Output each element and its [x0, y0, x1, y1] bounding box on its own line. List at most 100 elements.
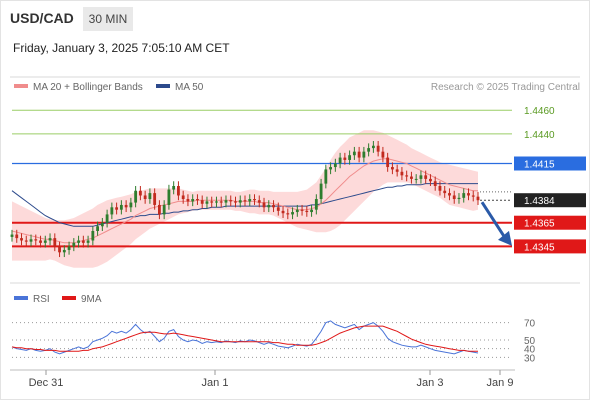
x-tick-label: Dec 31 — [29, 377, 64, 389]
candle-body — [419, 175, 423, 179]
candle-body — [438, 186, 442, 191]
candle-body — [210, 201, 214, 203]
rsi-tick-label: 50 — [524, 336, 536, 347]
candle-body — [376, 145, 380, 152]
candle-body — [362, 151, 366, 158]
price-levels — [12, 109, 512, 248]
x-axis: Dec 31 Jan 1 Jan 3 Jan 9 — [29, 370, 513, 389]
candle-body — [424, 175, 428, 179]
candle-body — [143, 195, 147, 200]
candle-body — [371, 145, 375, 149]
copyright-credit: Research © 2025 Trading Central — [431, 82, 580, 93]
candle-body — [177, 186, 180, 196]
candle-body — [124, 204, 128, 208]
candle-body — [129, 202, 133, 208]
candle-body — [186, 199, 190, 202]
candle-body — [100, 222, 104, 227]
rsi-ma-line — [11, 325, 478, 352]
candle-body — [200, 200, 204, 204]
candle-body — [429, 178, 432, 182]
candle-body — [272, 204, 275, 208]
candle-body — [248, 199, 252, 202]
candle-body — [24, 240, 28, 242]
candle-body — [281, 210, 285, 214]
candle-body — [286, 213, 290, 215]
support-label: 1.4345 — [524, 242, 555, 253]
candle-body — [243, 200, 247, 202]
candle-body — [238, 200, 242, 203]
candle-body — [86, 240, 90, 243]
pivot-label: 1.4415 — [524, 160, 555, 171]
candle-body — [229, 200, 233, 202]
rsi-tick-label: 70 — [524, 319, 536, 330]
rsi-legend-label: RSI — [33, 294, 50, 305]
candle-body — [172, 186, 176, 190]
candle-body — [443, 190, 447, 194]
candle-body — [34, 239, 38, 241]
forecast-arrow-head — [498, 230, 512, 246]
rsi-tick-label: 40 — [524, 345, 536, 356]
timeframe-button[interactable]: 30 MIN — [83, 7, 133, 31]
symbol-title: USD/CAD — [10, 10, 74, 26]
candle-body — [196, 199, 199, 201]
forecast-arrow-shaft — [480, 201, 507, 239]
resistance-label: 1.4440 — [524, 130, 555, 141]
candle-body — [62, 249, 66, 253]
pivot-tag — [514, 156, 586, 171]
ma50-legend-label: MA 50 — [175, 82, 204, 93]
candle-body — [410, 176, 413, 179]
candle-body — [305, 210, 309, 213]
candle-body — [338, 157, 342, 164]
candle-body — [224, 200, 228, 203]
current-price-tag — [514, 193, 586, 208]
candle-body — [148, 193, 152, 200]
candle-body — [262, 202, 266, 208]
candle-body — [77, 240, 80, 243]
candle-body — [67, 246, 71, 250]
candle-body — [476, 196, 480, 201]
candle-body — [467, 193, 470, 196]
candle-body — [319, 183, 323, 200]
candle-body — [253, 199, 256, 201]
candle-body — [181, 195, 185, 200]
candle-body — [267, 204, 271, 208]
candle-body — [400, 171, 404, 176]
candle-body — [53, 238, 57, 247]
candle-body — [300, 209, 304, 211]
candle-body — [329, 167, 333, 170]
x-tick-label: Jan 1 — [202, 377, 229, 389]
candle-body — [191, 199, 195, 202]
candle-body — [105, 214, 109, 223]
candle-body — [157, 204, 161, 215]
candle-body — [310, 209, 313, 213]
candle-body — [257, 200, 261, 203]
rsi-ma-legend-label: 9MA — [81, 294, 102, 305]
candle-body — [295, 209, 299, 213]
candle-body — [48, 238, 52, 241]
timestamp: Friday, January 3, 2025 7:05:10 AM CET — [13, 41, 230, 55]
candle-body — [29, 239, 33, 242]
candle-body — [110, 207, 114, 215]
candle-body — [96, 226, 100, 231]
candle-body — [381, 151, 385, 158]
candle-body — [333, 163, 337, 168]
candle-body — [234, 201, 237, 203]
rsi-tick-label: 30 — [524, 353, 536, 364]
rsi-ma-legend-swatch — [62, 296, 76, 300]
candle-body — [457, 197, 461, 200]
candle-body — [138, 190, 142, 196]
x-tick-label: Jan 3 — [417, 377, 444, 389]
candle-body — [405, 175, 409, 177]
candle-body — [162, 204, 166, 215]
candle-body — [348, 155, 352, 160]
candle-body — [471, 195, 475, 197]
rsi-legend-swatch — [14, 296, 28, 300]
support-tag — [514, 239, 586, 254]
candle-body — [43, 240, 47, 243]
candle-body — [462, 193, 466, 198]
candle-body — [395, 169, 399, 172]
candle-body — [81, 240, 85, 243]
candle-body — [343, 157, 347, 160]
candle-body — [119, 204, 123, 210]
